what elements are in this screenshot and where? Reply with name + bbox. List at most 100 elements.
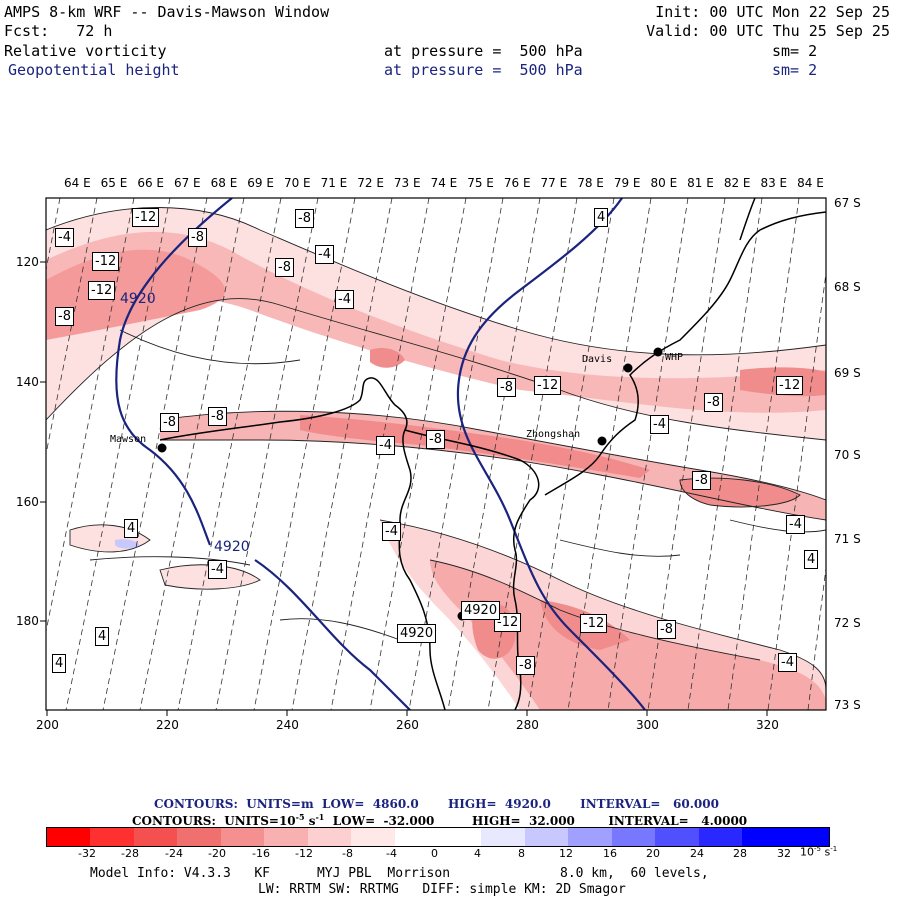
colorbar-value: 28 [733, 847, 747, 860]
contour-label: -8 [704, 393, 723, 412]
contour-label: 4920 [397, 624, 437, 643]
contour-label: -4 [376, 436, 395, 455]
model-physics: LW: RRTM SW: RRTMG DIFF: simple KM: 2D S… [258, 882, 626, 897]
height-contours [115, 198, 646, 710]
contours2-low: LOW= -32.000 [332, 814, 435, 828]
colorbar-cell [481, 828, 525, 846]
colorbar-cell [264, 828, 308, 846]
y-tick-label: 180 [16, 614, 39, 628]
x-tick-label: 300 [636, 718, 659, 732]
contour-label: 4 [124, 519, 139, 538]
colorbar-value: -24 [165, 847, 183, 860]
colorbar-unit-tail: s [820, 845, 831, 859]
lon-label: 67 E [173, 176, 201, 190]
x-tick-label: 280 [516, 718, 539, 732]
colorbar-cell [307, 828, 352, 846]
lat-label: 67 S [834, 196, 861, 210]
contour-label: -4 [786, 515, 805, 534]
contours1-interval: INTERVAL= 60.000 [580, 797, 719, 811]
contour-label: -4 [382, 522, 401, 541]
colorbar-value: -28 [121, 847, 139, 860]
colorbar [46, 827, 830, 847]
station-mawson: Mawson [110, 434, 147, 445]
lon-label: 72 E [357, 176, 384, 190]
y-tick-label: 160 [16, 495, 39, 509]
lat-label: 71 S [834, 532, 861, 546]
contour-label: -12 [580, 614, 608, 633]
colorbar-cell [437, 828, 482, 846]
valid-time: Valid: 00 UTC Thu 25 Sep 25 [646, 22, 890, 40]
contour-label: -12 [132, 208, 160, 227]
station-zhongshan: Zhongshan [526, 429, 581, 440]
model-info: Model Info: V4.3.3 KF MYJ PBL Morrison [90, 866, 451, 881]
colorbar-cell [524, 828, 569, 846]
lon-label: 84 E [797, 176, 824, 190]
lon-label: 78 E [577, 176, 604, 190]
contour-label: -4 [335, 290, 354, 309]
colorbar-value: -32 [78, 847, 96, 860]
colorbar-cell [220, 828, 265, 846]
colorbar-cell [611, 828, 656, 846]
lon-label: 75 E [467, 176, 494, 190]
map-frame [45, 197, 827, 711]
colorbar-cell [133, 828, 178, 846]
lon-label: 65 E [100, 176, 128, 190]
colorbar-value: -16 [252, 847, 270, 860]
colorbar-unit-exp2: -1 [830, 845, 838, 853]
field1-pressure: at pressure = 500 hPa [384, 42, 583, 60]
field2-pressure: at pressure = 500 hPa [384, 61, 583, 79]
lon-label: 77 E [540, 176, 568, 190]
contour-label: -4 [55, 228, 74, 247]
colorbar-value: 4 [474, 847, 481, 860]
contour-label: -8 [692, 471, 711, 490]
vorticity-contours [46, 207, 826, 691]
colorbar-value: 32 [777, 847, 791, 860]
contour-label: -4 [650, 415, 669, 434]
legend-contours-height: CONTOURS: UNITS=m LOW= 4860.0 HIGH= 4920… [154, 797, 719, 811]
contour-label: -8 [55, 307, 74, 326]
contour-label: 4 [52, 654, 67, 673]
colorbar-cell [394, 828, 438, 846]
lon-label: 82 E [723, 176, 751, 190]
contours2-unit-exp: -1 [315, 812, 325, 822]
contours2-interval: INTERVAL= 4.0000 [608, 814, 748, 828]
colorbar-value: 16 [603, 847, 617, 860]
x-tick-label: 220 [156, 718, 179, 732]
colorbar-value: 12 [559, 847, 573, 860]
colorbar-value: 24 [690, 847, 704, 860]
lon-label: 76 E [503, 176, 531, 190]
lon-label: 70 E [283, 176, 311, 190]
lon-label: 69 E [247, 176, 274, 190]
colorbar-cell [47, 828, 91, 846]
lon-label: 71 E [320, 176, 348, 190]
colorbar-value: 0 [431, 847, 438, 860]
contour-label: -8 [295, 209, 314, 228]
contour-label: -12 [88, 281, 116, 300]
contours1-low: LOW= 4860.0 [322, 797, 419, 811]
contour-label: -12 [534, 376, 562, 395]
colorbar-cell [90, 828, 134, 846]
contour-label: -8 [208, 407, 227, 426]
contour-label: -8 [426, 430, 445, 449]
colorbar-unit: 10-5 s-1 [800, 845, 837, 859]
contours2-unit: s [304, 814, 316, 828]
lon-label: 74 E [430, 176, 458, 190]
colorbar-cell [698, 828, 742, 846]
lon-label: 66 E [137, 176, 164, 190]
contour-label: -8 [516, 656, 535, 675]
forecast-hour: Fcst: 72 h [4, 22, 113, 40]
x-tick-label: 240 [276, 718, 299, 732]
colorbar-value: -4 [386, 847, 397, 860]
colorbar-unit-base: 10 [800, 845, 814, 859]
colorbar-cell [742, 828, 786, 846]
colorbar-value: -20 [208, 847, 226, 860]
legend-contours-vorticity: CONTOURS: UNITS=10-5 s-1 LOW= -32.000 HI… [132, 810, 747, 828]
station-davis: Davis [582, 354, 613, 365]
init-time: Init: 00 UTC Mon 22 Sep 25 [655, 3, 890, 21]
x-tick-label: 260 [396, 718, 419, 732]
contour-label: 4 [804, 550, 819, 569]
x-tick-label: 320 [756, 718, 779, 732]
lat-label: 69 S [834, 366, 861, 380]
contours2-label: CONTOURS: UNITS=10 [132, 814, 296, 828]
colorbar-cell [351, 828, 395, 846]
